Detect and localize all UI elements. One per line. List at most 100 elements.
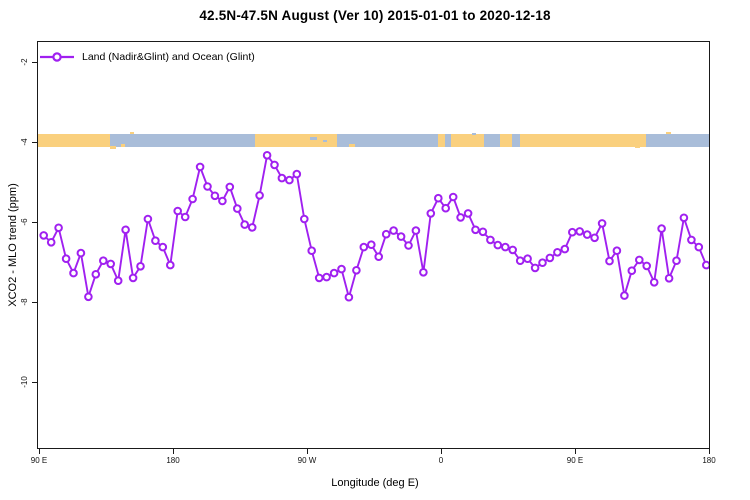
data-point-marker (285, 175, 294, 185)
data-point-marker (329, 268, 339, 278)
x-tick (709, 449, 710, 454)
data-point-marker (590, 233, 599, 243)
x-tick-label: 180 (166, 456, 180, 465)
data-point-marker (381, 229, 391, 239)
x-tick (575, 449, 576, 454)
coastline-speck-ocean (472, 133, 477, 135)
x-tick-label: 180 (702, 456, 716, 465)
data-point-marker (560, 244, 570, 254)
data-point-marker (553, 248, 562, 257)
data-point-marker (605, 256, 614, 266)
data-point-marker (143, 214, 153, 224)
data-point-marker (523, 254, 532, 263)
data-point-marker (61, 254, 71, 263)
data-point-marker (69, 268, 78, 278)
data-point-marker (545, 253, 555, 263)
data-point-marker (694, 242, 704, 252)
data-point-marker (262, 151, 272, 160)
data-point-marker (195, 162, 205, 172)
data-point-marker (687, 235, 696, 245)
y-tick (32, 222, 37, 224)
data-point-marker (240, 220, 249, 229)
x-tick-label: 90 W (297, 456, 317, 465)
data-point-marker (493, 240, 503, 250)
coastline-speck-land (110, 146, 117, 149)
data-point-marker (463, 209, 473, 218)
data-point-marker (84, 292, 93, 302)
data-point-marker (434, 193, 443, 203)
data-point-marker (173, 206, 182, 216)
land-ocean-strip (38, 132, 709, 149)
data-point-marker (627, 266, 637, 275)
data-point-marker (367, 240, 376, 249)
data-point-marker (277, 173, 287, 183)
y-tick-label: -2 (20, 58, 29, 66)
plot-area: Land (Nadir&Glint) and Ocean (Glint) (37, 41, 710, 449)
data-point-marker (374, 252, 384, 261)
data-point-marker (501, 242, 510, 252)
data-point-marker (300, 214, 309, 224)
data-point-marker (568, 227, 577, 237)
x-tick-label: 90 E (566, 456, 584, 465)
data-point-marker (679, 213, 689, 223)
coastline-speck-land (129, 132, 134, 134)
series-line (43, 153, 708, 301)
data-point-marker (441, 203, 451, 213)
x-tick-label: 90 E (30, 456, 48, 465)
data-point-marker (597, 219, 607, 228)
data-point-marker (337, 264, 346, 274)
coastline-speck-land (120, 144, 125, 147)
y-tick (32, 141, 37, 143)
y-tick (32, 382, 37, 384)
data-point-marker (508, 245, 518, 255)
strip-segment-ocean (445, 134, 452, 147)
data-point-marker (649, 278, 659, 287)
data-point-marker (456, 213, 465, 222)
data-point-marker (113, 276, 123, 285)
x-axis-title: Longitude (deg E) (331, 477, 419, 489)
data-point-marker (575, 227, 585, 236)
strip-segment-ocean (645, 134, 709, 147)
data-point-marker (247, 223, 257, 232)
data-point-marker (158, 242, 168, 252)
data-point-marker (530, 263, 540, 273)
data-point-marker (612, 246, 622, 255)
x-tick-label: 0 (438, 456, 444, 465)
data-point-marker (419, 268, 428, 277)
strip-segment-land (451, 134, 484, 147)
data-point-marker (314, 273, 324, 283)
strip-segment-ocean (337, 134, 438, 147)
data-point-marker (180, 212, 190, 222)
strip-segment-land (437, 134, 446, 147)
y-tick-label: -8 (20, 298, 29, 306)
data-point-marker (225, 182, 235, 192)
data-point-marker (426, 209, 436, 218)
data-point-marker (582, 230, 592, 239)
data-point-marker (538, 258, 547, 267)
data-point-marker (635, 255, 644, 265)
data-point-marker (411, 226, 421, 235)
x-tick (39, 449, 40, 454)
strip-segment-land (38, 134, 110, 147)
legend-line-marker-icon (40, 52, 74, 62)
coastline-speck-land (666, 132, 672, 134)
data-point-marker (210, 191, 220, 201)
coastline-speck-land (634, 145, 640, 148)
coastline-speck-ocean (322, 140, 327, 142)
data-point-marker (359, 242, 369, 252)
data-point-marker (136, 262, 145, 271)
data-point-marker (404, 241, 413, 250)
data-point-marker (39, 231, 48, 240)
data-point-marker (188, 194, 197, 204)
x-tick (173, 449, 174, 454)
data-point-marker (166, 260, 175, 270)
data-point-marker (620, 291, 629, 300)
data-point-marker (478, 227, 488, 237)
y-axis-title: XCO2 - MLO trend (ppm) (7, 183, 19, 307)
data-point-marker (307, 246, 317, 255)
y-tick-label: -10 (20, 376, 29, 389)
data-point-marker (54, 223, 63, 233)
legend: Land (Nadir&Glint) and Ocean (Glint) (40, 49, 255, 65)
data-point-marker (322, 272, 331, 282)
strip-segment-ocean (483, 134, 500, 147)
